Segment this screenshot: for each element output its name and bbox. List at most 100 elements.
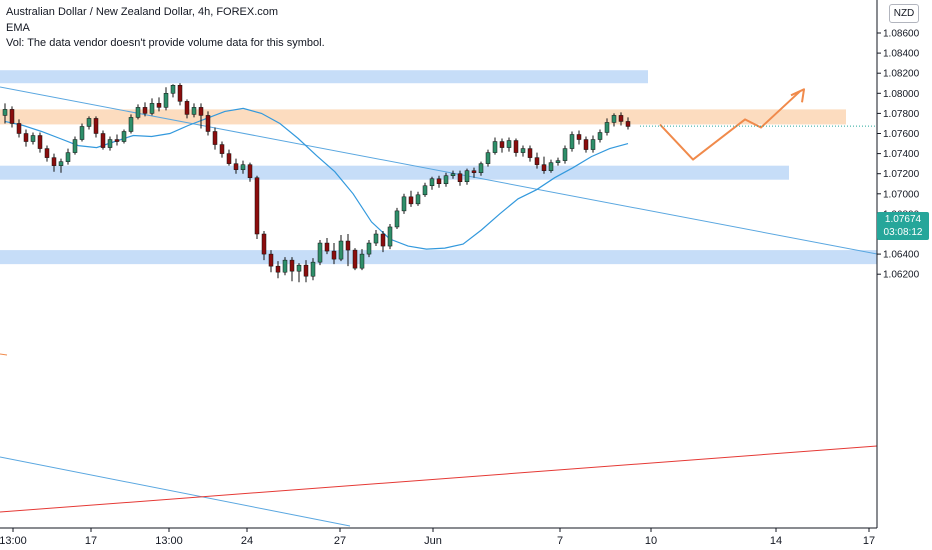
candle-body xyxy=(233,163,239,170)
candle xyxy=(37,132,43,153)
time-tick-label: 27 xyxy=(334,535,346,547)
left-edge-marker xyxy=(0,353,8,356)
candle-body xyxy=(44,148,50,158)
price-tick-label: 1.07000 xyxy=(883,189,920,200)
support-zone[interactable] xyxy=(0,250,877,265)
candle-body xyxy=(485,152,491,164)
candle-body xyxy=(359,253,365,269)
currency-button[interactable]: NZD xyxy=(889,4,919,23)
candle-body xyxy=(226,153,232,164)
candle xyxy=(317,240,323,266)
candle xyxy=(338,235,344,262)
candle xyxy=(443,172,449,187)
candle xyxy=(93,116,99,138)
candle xyxy=(366,240,372,258)
time-tick-label: 17 xyxy=(863,535,875,547)
time-tick-label: 7 xyxy=(557,535,563,547)
candle-body xyxy=(436,178,442,185)
candle xyxy=(534,152,540,169)
candle xyxy=(198,103,204,129)
candle xyxy=(401,193,407,214)
candle xyxy=(58,158,64,173)
projection-arrowhead xyxy=(790,88,805,103)
candle xyxy=(625,117,631,130)
candle xyxy=(121,129,127,144)
candle xyxy=(2,103,8,124)
candle xyxy=(156,97,162,112)
candle xyxy=(23,129,29,147)
candle xyxy=(583,136,589,153)
candle-body xyxy=(86,118,92,127)
candle-body xyxy=(163,93,169,108)
candle-body xyxy=(170,85,176,94)
candle-body xyxy=(569,134,575,149)
candle-body xyxy=(72,139,78,153)
price-zones xyxy=(0,70,877,265)
candle xyxy=(177,83,183,106)
candle xyxy=(429,176,435,190)
candle xyxy=(79,123,85,142)
candle xyxy=(30,132,36,145)
candle-body xyxy=(79,126,85,140)
indicator-label[interactable]: EMA xyxy=(6,21,30,34)
resistance-zone[interactable] xyxy=(0,109,846,125)
candle-body xyxy=(597,132,603,140)
candle-body xyxy=(142,107,148,114)
candle xyxy=(254,175,260,240)
chart-legend: Australian Dollar / New Zealand Dollar, … xyxy=(6,5,325,52)
candle-body xyxy=(23,133,29,142)
price-tick-label: 1.08000 xyxy=(883,89,920,100)
candle xyxy=(590,135,596,153)
candle-body xyxy=(51,157,57,166)
candle xyxy=(345,234,351,267)
candle-body xyxy=(9,109,15,124)
time-tick-label: 13:00 xyxy=(0,535,27,547)
candle xyxy=(170,84,176,98)
candle-body xyxy=(527,148,533,158)
candle-body xyxy=(625,121,631,127)
candle-body xyxy=(506,140,512,148)
candle-body xyxy=(576,134,582,140)
candle xyxy=(310,258,316,281)
price-tick-label: 1.08200 xyxy=(883,69,920,80)
candle-body xyxy=(387,226,393,247)
candle-body xyxy=(128,117,134,132)
ascending-trendline[interactable] xyxy=(0,445,878,513)
price-tick-label: 1.08600 xyxy=(883,29,920,40)
candle xyxy=(107,136,113,151)
candle-body xyxy=(317,242,323,263)
candle-body xyxy=(58,161,64,166)
candle xyxy=(44,145,50,162)
candle xyxy=(471,167,477,178)
candle xyxy=(184,99,190,119)
candle xyxy=(387,223,393,250)
candle-body xyxy=(219,144,225,154)
candle xyxy=(520,145,526,157)
candle xyxy=(303,260,309,283)
support-zone[interactable] xyxy=(0,165,789,180)
candle-body xyxy=(450,173,456,176)
support-zone[interactable] xyxy=(0,70,648,84)
candle xyxy=(16,119,22,138)
candle xyxy=(527,145,533,162)
candle xyxy=(394,207,400,229)
last-price-value: 1.07674 xyxy=(884,214,922,225)
candle xyxy=(268,250,274,273)
candle xyxy=(100,130,106,150)
candle-body xyxy=(492,141,498,153)
candle-body xyxy=(16,123,22,134)
candle xyxy=(226,149,232,166)
candle xyxy=(219,141,225,158)
candle xyxy=(450,170,456,179)
candle-body xyxy=(247,164,253,178)
candle-body xyxy=(303,264,309,277)
candle-body xyxy=(177,85,183,102)
descending-trendline[interactable] xyxy=(0,86,878,255)
projection-path[interactable] xyxy=(659,90,801,161)
candle-body xyxy=(100,133,106,148)
lower-trendline[interactable] xyxy=(0,456,351,527)
candle-body xyxy=(478,163,484,173)
candle-body xyxy=(352,249,358,269)
volume-note: Vol: The data vendor doesn't provide vol… xyxy=(6,37,325,49)
